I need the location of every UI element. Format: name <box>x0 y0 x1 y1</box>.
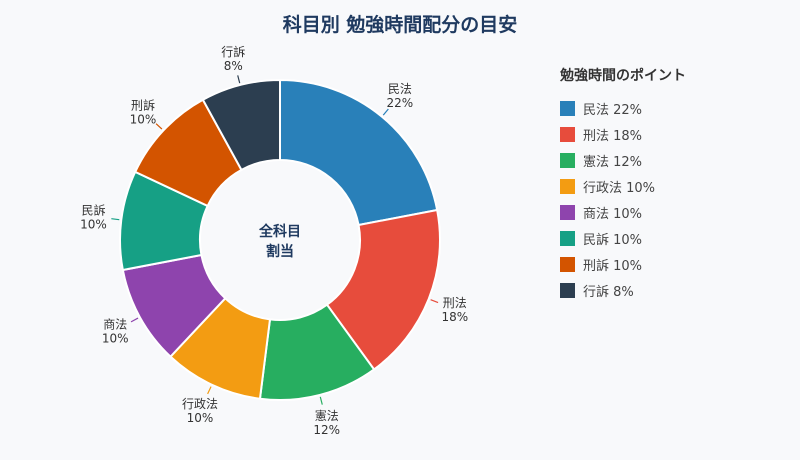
slice-label: 民法 <box>388 82 412 96</box>
legend-swatch <box>560 126 575 142</box>
slice-value: 10% <box>130 112 157 126</box>
slice-value: 12% <box>313 423 340 437</box>
legend-label: 行政法 10% <box>583 180 656 196</box>
legend-swatch <box>560 282 575 298</box>
legend-item[interactable]: 行政法 10% <box>560 173 686 199</box>
leader-line <box>319 396 323 405</box>
slice-label: 商法 <box>103 317 127 332</box>
legend-title: 勉強時間のポイント <box>560 68 686 84</box>
legend-swatch <box>560 230 575 246</box>
slice-value: 10% <box>102 332 129 346</box>
legend-label: 商法 10% <box>583 206 643 222</box>
legend-label: 行訴 8% <box>583 284 634 300</box>
slice-value: 8% <box>224 59 243 73</box>
legend: 勉強時間のポイント 民法 22% 刑法 18% 憲法 12% 行政法 10% 商法 10… <box>560 65 686 303</box>
leader-line <box>382 108 389 116</box>
legend-label: 憲法 12% <box>583 154 643 170</box>
legend-swatch <box>560 204 575 220</box>
slice-label: 民訴 <box>81 202 105 217</box>
legend-item[interactable]: 商法 10% <box>560 199 686 225</box>
slice-刑法[interactable] <box>325 208 441 371</box>
legend-item[interactable]: 民法 22% <box>560 95 686 121</box>
slice-label: 刑法 <box>443 296 467 310</box>
legend-label: 刑法 18% <box>583 128 643 144</box>
legend-item[interactable]: 憲法 12% <box>560 147 686 173</box>
slice-value: 22% <box>386 96 413 110</box>
legend-label: 民法 22% <box>583 102 643 118</box>
legend-label: 刑訴 10% <box>583 258 643 274</box>
legend-item[interactable]: 刑訴 10% <box>560 251 686 277</box>
slice-行訴[interactable] <box>201 78 281 172</box>
leader-line <box>155 123 163 130</box>
slice-value: 18% <box>441 310 468 324</box>
legend-swatch <box>560 256 575 272</box>
slice-value: 10% <box>187 411 214 425</box>
legend-label: 民訴 10% <box>583 232 643 248</box>
leader-line <box>430 299 439 304</box>
slice-label: 憲法 <box>315 408 339 423</box>
legend-swatch <box>560 100 575 116</box>
legend-item[interactable]: 民訴 10% <box>560 225 686 251</box>
leader-line <box>111 218 120 221</box>
center-label: 割当 <box>266 243 294 260</box>
leader-line <box>130 317 139 323</box>
slice-label: 行訴 <box>221 44 245 59</box>
leader-line <box>207 386 212 395</box>
slice-民法[interactable] <box>279 78 439 227</box>
legend-swatch <box>560 178 575 194</box>
chart-title: 科目別 勉強時間配分の目安 <box>282 14 518 36</box>
slice-value: 10% <box>80 217 107 231</box>
donut-chart: 民法22%刑法18%憲法12%行政法10%商法10%民訴10%刑訴10%行訴8%… <box>80 44 468 437</box>
leader-line <box>237 75 241 84</box>
legend-item[interactable]: 行訴 8% <box>560 277 686 303</box>
slice-label: 行政法 <box>182 397 218 411</box>
legend-swatch <box>560 152 575 168</box>
center-label: 全科目 <box>258 223 301 240</box>
slice-label: 刑訴 <box>131 97 155 112</box>
legend-item[interactable]: 刑法 18% <box>560 121 686 147</box>
